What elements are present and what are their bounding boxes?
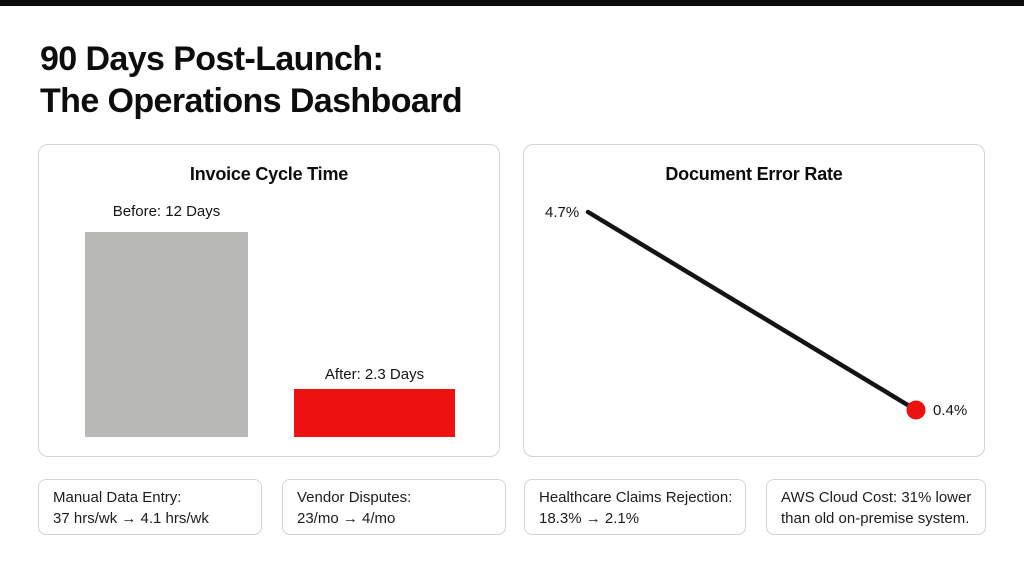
bar-before: [85, 232, 248, 437]
page-title-line1: 90 Days Post-Launch:: [40, 40, 384, 78]
endpoint-dot: [906, 400, 926, 420]
page-title: 90 Days Post-Launch: The Operations Dash…: [40, 38, 463, 122]
invoice-chart-title: Invoice Cycle Time: [189, 164, 349, 184]
stat-line2: 37 hrs/wk → 4.1 hrs/wk: [53, 510, 209, 527]
top-black-bar: [0, 0, 1024, 6]
stat-line2: 18.3% → 2.1%: [539, 510, 640, 527]
stat-box-healthcare-claims: Healthcare Claims Rejection: 18.3% → 2.1…: [524, 479, 746, 535]
stat-line1: AWS Cloud Cost: 31% lower: [781, 489, 972, 506]
page-title-line2: The Operations Dashboard: [40, 82, 463, 120]
error-rate-line-chart: [585, 209, 926, 420]
line-start-label: 4.7%: [545, 204, 580, 221]
stat-box-manual-data-entry: Manual Data Entry: 37 hrs/wk → 4.1 hrs/w…: [38, 479, 262, 535]
stat-box-aws-cloud-cost: AWS Cloud Cost: 31% lower than old on-pr…: [766, 479, 986, 535]
stat-line2: 23/mo → 4/mo: [297, 510, 396, 527]
stat-box-vendor-disputes: Vendor Disputes: 23/mo → 4/mo: [282, 479, 506, 535]
stat-line2: than old on-premise system.: [781, 510, 970, 527]
error-chart-title: Document Error Rate: [665, 164, 843, 184]
stat-line1: Manual Data Entry:: [53, 489, 182, 506]
panel-document-error-rate: Document Error Rate 4.7% 0.4%: [523, 144, 985, 457]
panel-invoice-cycle-time: Invoice Cycle Time Before: 12 Days After…: [38, 144, 500, 457]
stat-line1: Vendor Disputes:: [297, 489, 412, 506]
line-end-label: 0.4%: [933, 402, 968, 419]
bar-label-before: Before: 12 Days: [112, 203, 221, 220]
bar-after: [294, 389, 455, 437]
bar-label-after: After: 2.3 Days: [324, 366, 425, 383]
trend-line: [585, 209, 919, 413]
stat-line1: Healthcare Claims Rejection:: [539, 489, 733, 506]
